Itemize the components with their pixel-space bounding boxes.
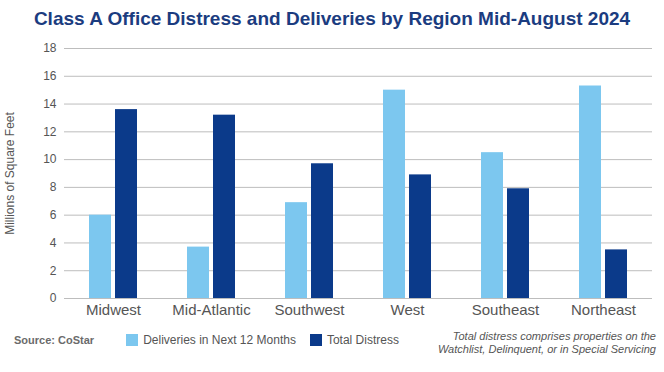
svg-text:16: 16 (43, 69, 57, 83)
svg-text:Southwest: Southwest (274, 301, 345, 318)
svg-text:Southeast: Southeast (472, 301, 540, 318)
svg-text:0: 0 (50, 291, 57, 305)
svg-text:8: 8 (50, 180, 57, 194)
svg-text:Millions of Square Feet: Millions of Square Feet (3, 111, 17, 234)
svg-text:Northeast: Northeast (571, 301, 637, 318)
svg-text:14: 14 (43, 97, 57, 111)
svg-text:12: 12 (43, 125, 57, 139)
svg-text:2: 2 (50, 264, 57, 278)
svg-text:Mid-Atlantic: Mid-Atlantic (172, 301, 251, 318)
html-text:Total distress comprises prope: Total distress comprises properties on t… (437, 330, 656, 355)
svg-text:West: West (391, 301, 426, 318)
svg-text:4: 4 (50, 236, 57, 250)
html-text:Deliveries in Next 12 Months: Deliveries in Next 12 Months (143, 333, 296, 347)
html-text:Source: CoStar: Source: CoStar (14, 334, 95, 346)
html-text:Class A Office Distress and De: Class A Office Distress and Deliveries b… (33, 8, 631, 29)
svg-text:18: 18 (43, 41, 57, 55)
svg-text:10: 10 (43, 152, 57, 166)
html-text:Total Distress: Total Distress (326, 333, 399, 347)
svg-text:6: 6 (50, 208, 57, 222)
svg-text:Midwest: Midwest (86, 301, 142, 318)
